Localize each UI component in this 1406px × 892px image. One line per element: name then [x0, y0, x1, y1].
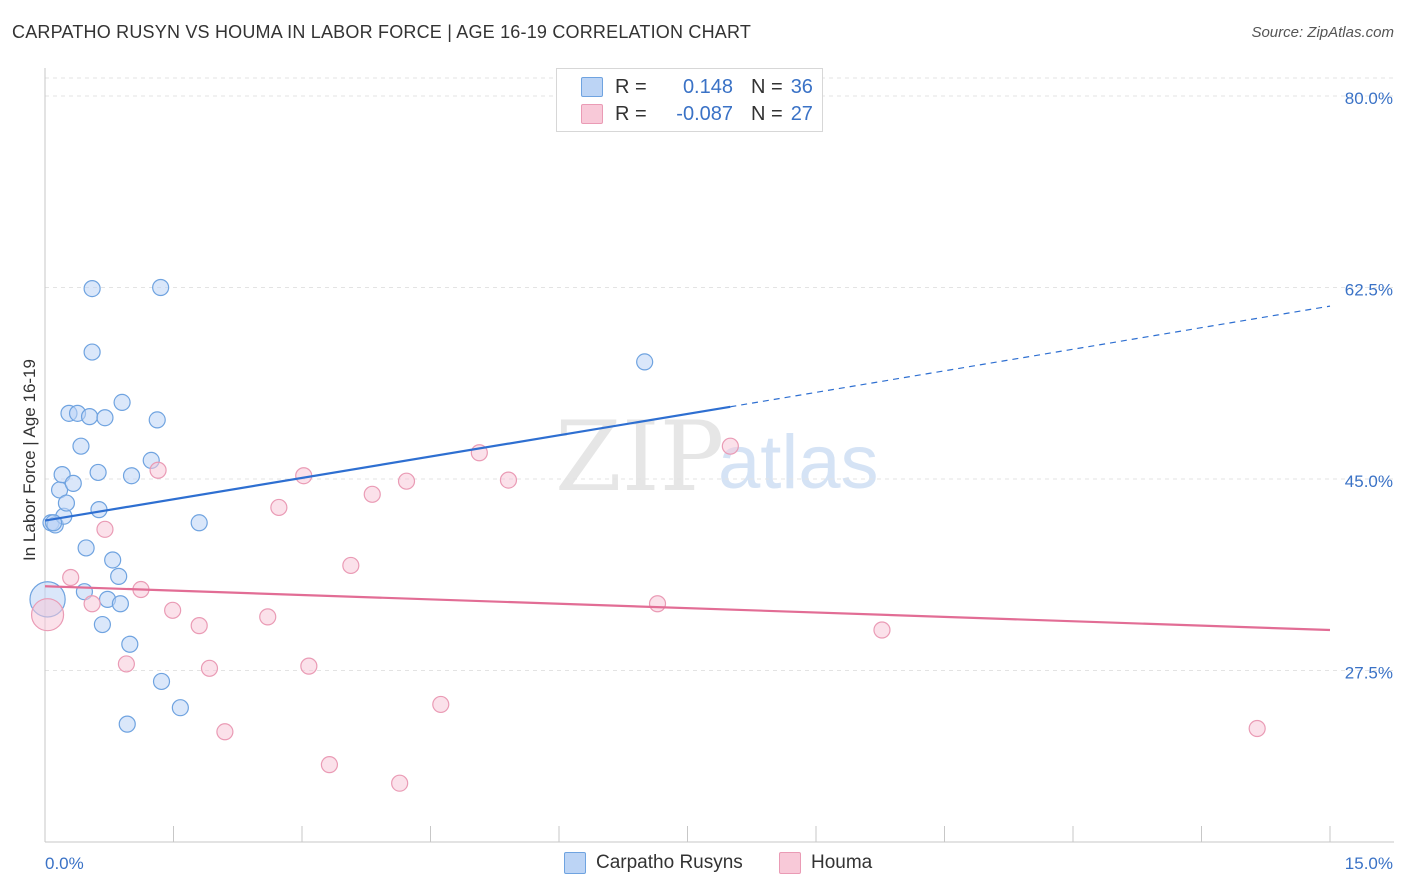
houma-point	[648, 595, 667, 613]
r-value: 0.148	[682, 75, 733, 98]
n-value: 27	[790, 102, 813, 125]
r-label: R =	[615, 75, 647, 98]
carpatho-rusyn-point	[118, 715, 136, 733]
pink-swatch-icon	[581, 104, 603, 124]
carpatho-rusyn-point	[111, 595, 129, 613]
houma-point	[363, 485, 381, 503]
carpatho-rusyn-point	[89, 463, 107, 482]
n-label: N =	[751, 102, 783, 125]
houma-point	[62, 568, 80, 587]
legend-row-blue: R = 0.148 N = 36	[581, 74, 813, 100]
houma-point	[190, 617, 208, 635]
carpatho-rusyn-point	[152, 278, 170, 297]
carpatho-rusyn-point	[83, 279, 101, 298]
houma-point	[432, 695, 450, 714]
carpatho-rusyn-point	[636, 353, 654, 371]
carpatho-rusyn-point	[121, 635, 139, 653]
houma-point	[873, 621, 891, 639]
carpatho-rusyn-point	[113, 393, 131, 411]
houma-point	[83, 595, 101, 613]
houma-point	[1248, 719, 1266, 738]
houma-point	[397, 472, 416, 490]
n-label: N =	[751, 75, 783, 98]
y-tick-label: 45.0%	[1345, 472, 1393, 491]
houma-point	[499, 471, 518, 489]
correlation-legend: R = 0.148 N = 36 R = -0.087 N = 27	[556, 68, 823, 132]
houma-point	[200, 659, 219, 677]
blue-legend-icon	[564, 852, 586, 874]
houma-point	[391, 774, 409, 792]
y-tick-label: 27.5%	[1345, 664, 1393, 683]
legend-item-houma: Houma	[779, 852, 872, 874]
houma-point	[270, 498, 288, 517]
houma-point	[30, 598, 65, 632]
x-tick-label: 0.0%	[45, 854, 84, 873]
y-tick-label: 80.0%	[1345, 89, 1393, 108]
chart-title: CARPATHO RUSYN VS HOUMA IN LABOR FORCE |…	[12, 22, 752, 42]
carpatho-rusyn-trend-extension	[730, 305, 1331, 408]
watermark-zip: ZIP	[555, 401, 724, 513]
legend-label: Carpatho Rusyns	[596, 852, 743, 873]
houma-trend-line	[44, 585, 1331, 632]
y-tick-label: 62.5%	[1345, 281, 1393, 300]
carpatho-rusyn-point	[93, 615, 111, 634]
legend-item-carpatho-rusyns: Carpatho Rusyns	[564, 852, 743, 874]
carpatho-rusyn-point	[72, 437, 90, 455]
carpatho-rusyn-point	[148, 411, 166, 429]
carpatho-rusyn-point	[96, 409, 114, 427]
houma-point	[96, 520, 114, 538]
carpatho-rusyn-point	[122, 467, 141, 485]
carpatho-rusyn-point	[83, 343, 101, 361]
x-tick-label: 15.0%	[1345, 854, 1393, 873]
houma-point	[149, 461, 167, 479]
houma-point	[721, 437, 739, 455]
carpatho-rusyn-point	[152, 672, 171, 691]
blue-swatch-icon	[581, 77, 603, 97]
carpatho-rusyn-point	[190, 514, 208, 532]
houma-point	[300, 657, 318, 675]
carpatho-rusyn-point	[77, 539, 95, 557]
legend-row-pink: R = -0.087 N = 27	[581, 101, 813, 127]
houma-point	[259, 608, 277, 626]
houma-point	[320, 756, 339, 774]
carpatho-rusyn-point	[80, 408, 99, 426]
houma-point	[164, 601, 182, 619]
carpatho-rusyn-point	[64, 474, 82, 492]
pink-legend-icon	[779, 852, 801, 874]
carpatho-rusyn-point	[104, 551, 122, 569]
houma-point	[342, 556, 360, 575]
carpatho-rusyn-point	[57, 494, 76, 512]
n-value: 36	[790, 75, 813, 98]
r-value: -0.087	[676, 102, 733, 125]
houma-point	[216, 723, 234, 741]
r-label: R =	[615, 102, 647, 125]
carpatho-rusyn-trend-line	[44, 405, 731, 522]
source-note: Source: ZipAtlas.com	[1251, 24, 1394, 41]
carpatho-rusyn-point	[171, 699, 189, 717]
watermark-atlas: atlas	[718, 420, 879, 505]
legend-label: Houma	[811, 852, 873, 873]
carpatho-rusyn-point	[110, 567, 128, 585]
houma-point	[117, 655, 135, 673]
